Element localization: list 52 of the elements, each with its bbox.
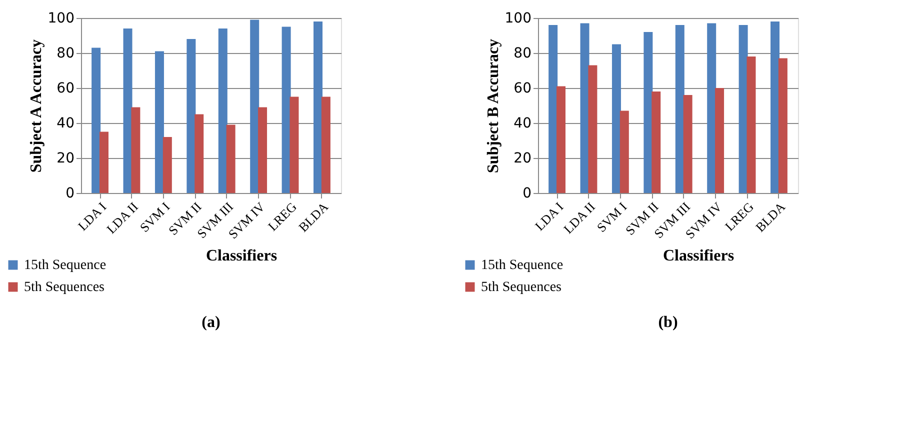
text: (b) <box>658 314 678 331</box>
bar <box>226 124 236 193</box>
bar <box>314 22 323 193</box>
legend-label: 15th Sequence <box>24 258 106 273</box>
y-tick-label: 80 <box>56 46 74 62</box>
y-tick-label: 0 <box>66 186 74 202</box>
legend-label: 5th Sequences <box>481 280 562 295</box>
bar <box>99 132 108 193</box>
bar <box>250 20 260 193</box>
y-tick-label: 0 <box>522 186 532 202</box>
bar <box>746 56 756 193</box>
y-tick-label: 20 <box>56 150 74 166</box>
bar <box>683 95 692 193</box>
bar <box>556 86 566 193</box>
bar <box>770 22 780 193</box>
bar <box>652 92 661 193</box>
bar <box>194 114 204 193</box>
bar <box>162 137 172 193</box>
bar <box>321 96 330 193</box>
bar <box>588 65 598 193</box>
y-axis-title: Subject A Accuracy <box>28 39 45 173</box>
x-axis-title: Classifiers <box>662 248 734 265</box>
bar <box>778 58 788 193</box>
bar <box>131 107 140 193</box>
y-tick-label: 80 <box>514 46 532 62</box>
y-tick-label: 20 <box>514 150 532 166</box>
bar <box>707 23 716 193</box>
bar <box>715 88 724 193</box>
y-tick-label: 100 <box>504 10 532 26</box>
bar <box>548 25 558 193</box>
y-tick-label: 60 <box>514 80 532 96</box>
y-tick-label: 40 <box>56 116 74 132</box>
bar <box>258 107 268 193</box>
bar <box>675 25 684 193</box>
bar <box>290 96 299 193</box>
bar <box>644 32 653 193</box>
x-axis-title: Classifiers <box>206 248 278 265</box>
bar <box>218 28 228 193</box>
bar <box>612 44 621 193</box>
text: (a) <box>202 314 220 331</box>
bar <box>154 51 164 193</box>
bar <box>186 39 196 193</box>
y-tick-label: 40 <box>514 116 532 132</box>
y-axis-title: Subject B Accuracy <box>484 38 502 174</box>
y-tick-label: 60 <box>56 80 74 96</box>
y-tick-label: 100 <box>48 10 74 26</box>
bar <box>92 48 101 193</box>
legend-label: 15th Sequence <box>481 258 564 273</box>
legend-label: 5th Sequences <box>24 280 104 295</box>
bar <box>123 28 132 193</box>
bar <box>620 110 629 193</box>
bar <box>282 26 291 193</box>
